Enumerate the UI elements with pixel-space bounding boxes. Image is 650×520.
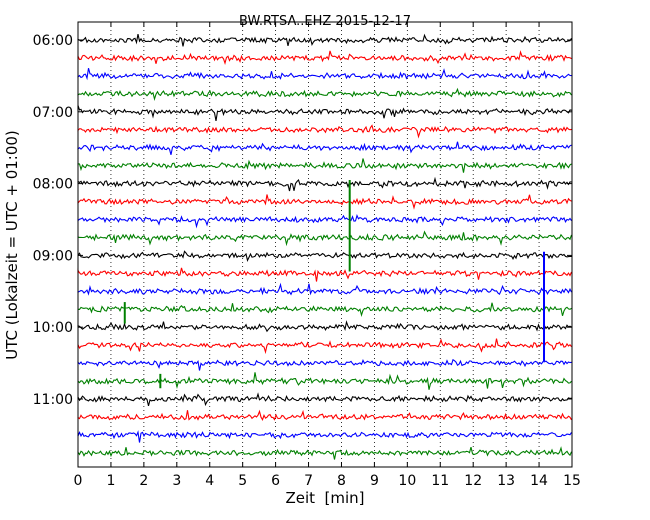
trace-1145 bbox=[77, 446, 573, 460]
trace-0745 bbox=[77, 158, 572, 173]
x-tick-label-4: 4 bbox=[205, 473, 214, 489]
y-tick-label-0: 06:00 bbox=[33, 33, 73, 49]
trace-0730 bbox=[77, 141, 572, 155]
x-tick-label-5: 5 bbox=[238, 473, 247, 489]
trace-0945 bbox=[77, 302, 572, 317]
trace-0930 bbox=[77, 282, 572, 296]
x-tick-label-7: 7 bbox=[304, 473, 313, 489]
trace-1015 bbox=[77, 338, 572, 355]
trace-0615 bbox=[77, 50, 572, 65]
x-tick-label-9: 9 bbox=[370, 473, 379, 489]
trace-1000 bbox=[77, 320, 572, 333]
x-tick-label-13: 13 bbox=[497, 473, 515, 489]
trace-0645 bbox=[77, 87, 572, 102]
x-tick-label-11: 11 bbox=[431, 473, 449, 489]
y-tick-label-1: 07:00 bbox=[33, 105, 73, 121]
y-axis-ticks: 06:00 07:00 08:00 09:00 10:00 11:00 bbox=[33, 33, 572, 408]
x-axis-ticks: 0 1 2 3 4 5 6 7 8 9 10 11 12 13 14 15 bbox=[74, 22, 581, 489]
trace-0815 bbox=[77, 194, 572, 210]
x-tick-label-0: 0 bbox=[74, 473, 83, 489]
x-tick-label-6: 6 bbox=[271, 473, 280, 489]
plot-frame bbox=[77, 21, 573, 468]
trace-0830 bbox=[77, 214, 572, 229]
trace-1130 bbox=[77, 430, 572, 443]
x-tick-label-14: 14 bbox=[530, 473, 548, 489]
x-tick-label-8: 8 bbox=[337, 473, 346, 489]
y-tick-label-3: 09:00 bbox=[33, 248, 73, 264]
trace-1100 bbox=[77, 392, 572, 407]
y-tick-label-4: 10:00 bbox=[33, 320, 73, 336]
trace-0900 bbox=[77, 250, 572, 263]
trace-0715 bbox=[77, 124, 572, 139]
trace-0630 bbox=[77, 68, 572, 81]
x-axis-label: Zeit [min] bbox=[285, 489, 364, 507]
x-tick-label-10: 10 bbox=[398, 473, 416, 489]
trace-0845 bbox=[77, 230, 573, 247]
trace-1030 bbox=[77, 358, 572, 371]
trace-0700 bbox=[77, 105, 572, 122]
x-tick-label-15: 15 bbox=[563, 473, 581, 489]
signal-spikes bbox=[123, 180, 546, 389]
x-tick-label-3: 3 bbox=[172, 473, 181, 489]
y-axis-label: UTC (Lokalzeit = UTC + 01:00) bbox=[3, 130, 21, 360]
y-tick-label-5: 11:00 bbox=[33, 392, 73, 408]
x-tick-label-1: 1 bbox=[106, 473, 115, 489]
trace-0915 bbox=[77, 267, 573, 282]
trace-0800 bbox=[77, 176, 572, 192]
trace-0600 bbox=[77, 33, 572, 47]
x-tick-label-2: 2 bbox=[139, 473, 148, 489]
trace-1045 bbox=[77, 372, 572, 390]
trace-1115 bbox=[77, 409, 572, 421]
y-tick-label-2: 08:00 bbox=[33, 177, 73, 193]
x-tick-label-12: 12 bbox=[464, 473, 482, 489]
seismogram-traces bbox=[77, 33, 573, 460]
